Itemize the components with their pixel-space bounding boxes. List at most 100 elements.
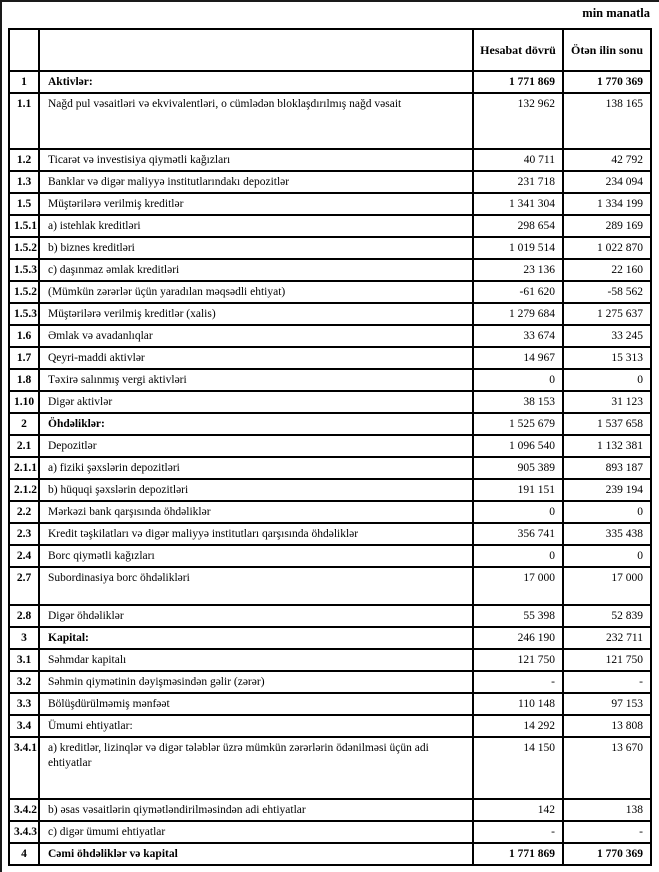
prior-period-cell: 1 334 199 <box>562 192 652 216</box>
prior-period-cell: - <box>562 670 652 694</box>
current-period-cell: 1 279 684 <box>472 302 564 326</box>
row-number-cell: 2.7 <box>8 566 40 606</box>
description-cell: b) hüquqi şəxslərin depozitləri <box>38 478 474 502</box>
table-row: 1.5.3 Müştərilərə verilmiş kreditlər (xal… <box>8 302 652 326</box>
prior-period-cell: 52 839 <box>562 604 652 628</box>
table-row: 1.5.2 (Mümkün zərərlər üçün yaradılan məq… <box>8 280 652 304</box>
row-number-cell: 1.1 <box>8 92 40 150</box>
prior-period-cell: 33 245 <box>562 324 652 348</box>
row-number-cell: 1.6 <box>8 324 40 348</box>
current-period-cell: 17 000 <box>472 566 564 606</box>
prior-period-cell: 138 165 <box>562 92 652 150</box>
current-period-cell: 23 136 <box>472 258 564 282</box>
prior-period-cell: 1 770 369 <box>562 70 652 94</box>
row-number-cell: 3.4.1 <box>8 736 40 800</box>
description-cell: Ümumi ehtiyatlar: <box>38 714 474 738</box>
row-number-cell: 3.2 <box>8 670 40 694</box>
row-number-cell: 4 <box>8 842 40 866</box>
current-period-cell: 1 019 514 <box>472 236 564 260</box>
row-number-cell: 1.5.1 <box>8 214 40 238</box>
prior-period-cell: 893 187 <box>562 456 652 480</box>
current-period-cell: 110 148 <box>472 692 564 716</box>
row-number-cell: 3.4.2 <box>8 798 40 822</box>
table-header: Hesabat dövrü Ötən ilin sonu <box>8 28 652 72</box>
row-number-cell: 1.8 <box>8 368 40 392</box>
description-cell: b) əsas vəsaitlərin qiymətləndirilməsind… <box>38 798 474 822</box>
prior-period-cell: 239 194 <box>562 478 652 502</box>
row-number-cell: 1.5 <box>8 192 40 216</box>
current-period-cell: 356 741 <box>472 522 564 546</box>
table-row: 2.7 Subordinasiya borc öhdəlikləri 17 000 1… <box>8 566 652 606</box>
description-cell: Subordinasiya borc öhdəlikləri <box>38 566 474 606</box>
row-number-cell: 2 <box>8 412 40 436</box>
table-row: 3 Kapital: 246 190 232 711 <box>8 626 652 650</box>
description-cell: Digər öhdəliklər <box>38 604 474 628</box>
table-row: 1.3 Banklar və digər maliyyə institutları… <box>8 170 652 194</box>
prior-period-cell: 138 <box>562 798 652 822</box>
description-cell: Əmlak və avadanlıqlar <box>38 324 474 348</box>
prior-period-cell: -58 562 <box>562 280 652 304</box>
description-cell: Mərkəzi bank qarşısında öhdəliklər <box>38 500 474 524</box>
current-period-cell: - <box>472 670 564 694</box>
prior-period-cell: 289 169 <box>562 214 652 238</box>
row-number-cell: 2.1.2 <box>8 478 40 502</box>
current-period-cell: 40 711 <box>472 148 564 172</box>
table-row: 1.8 Təxirə salınmış vergi aktivləri 0 0 <box>8 368 652 392</box>
row-number-cell: 3 <box>8 626 40 650</box>
description-cell: Depozitlər <box>38 434 474 458</box>
prior-period-cell: 335 438 <box>562 522 652 546</box>
prior-period-cell: 42 792 <box>562 148 652 172</box>
row-number-cell: 3.4 <box>8 714 40 738</box>
table-row: 4 Cəmi öhdəliklər və kapital 1 771 869 1 77… <box>8 842 652 866</box>
description-cell: Müştərilərə verilmiş kreditlər (xalis) <box>38 302 474 326</box>
current-period-cell: 142 <box>472 798 564 822</box>
description-cell: Kredit təşkilatları və digər maliyyə ins… <box>38 522 474 546</box>
table-row: 1.6 Əmlak və avadanlıqlar 33 674 33 245 <box>8 324 652 348</box>
row-number-cell: 2.8 <box>8 604 40 628</box>
prior-period-cell: 0 <box>562 500 652 524</box>
row-number-cell: 1.3 <box>8 170 40 194</box>
current-period-cell: 1 525 679 <box>472 412 564 436</box>
units-note: min manatla <box>582 6 650 20</box>
table-row: 1.5.1 a) istehlak kreditləri 298 654 289 16… <box>8 214 652 238</box>
table-row: 3.3 Bölüşdürülməmiş mənfəət 110 148 97 153 <box>8 692 652 716</box>
prior-period-cell: 13 670 <box>562 736 652 800</box>
description-cell: a) fiziki şəxslərin depozitləri <box>38 456 474 480</box>
table-row: 2.2 Mərkəzi bank qarşısında öhdəliklər 0 0 <box>8 500 652 524</box>
row-number-cell: 2.4 <box>8 544 40 568</box>
table-row: 1.10 Digər aktivlər 38 153 31 123 <box>8 390 652 414</box>
table-row: 1.1 Nağd pul vəsaitləri və ekvivalentləri… <box>8 92 652 150</box>
row-number-cell: 2.2 <box>8 500 40 524</box>
description-cell: a) kreditlər, lizinqlər və digər tələblə… <box>38 736 474 800</box>
description-cell: Ticarət və investisiya qiymətli kağızlar… <box>38 148 474 172</box>
table-row: 2.8 Digər öhdəliklər 55 398 52 839 <box>8 604 652 628</box>
current-period-cell: 905 389 <box>472 456 564 480</box>
row-number-cell: 3.1 <box>8 648 40 672</box>
current-period-cell: 14 150 <box>472 736 564 800</box>
prior-period-cell: 13 808 <box>562 714 652 738</box>
current-period-cell: 14 967 <box>472 346 564 370</box>
table-row: 1.5.3 c) daşınmaz əmlak kreditləri 23 136 2… <box>8 258 652 282</box>
table-row: 2.1 Depozitlər 1 096 540 1 132 381 <box>8 434 652 458</box>
prior-period-cell: 1 537 658 <box>562 412 652 436</box>
prior-period-cell: 17 000 <box>562 566 652 606</box>
current-period-cell: 14 292 <box>472 714 564 738</box>
current-period-cell: 1 341 304 <box>472 192 564 216</box>
prior-period-cell: 1 770 369 <box>562 842 652 866</box>
current-period-cell: 191 151 <box>472 478 564 502</box>
current-period-cell: 38 153 <box>472 390 564 414</box>
description-cell: Öhdəliklər: <box>38 412 474 436</box>
row-number-cell: 2.3 <box>8 522 40 546</box>
description-cell: Təxirə salınmış vergi aktivləri <box>38 368 474 392</box>
balance-sheet-table: Hesabat dövrü Ötən ilin sonu 1 Aktivlər: 1… <box>8 28 652 866</box>
current-period-cell: -61 620 <box>472 280 564 304</box>
row-number-cell: 1.7 <box>8 346 40 370</box>
description-cell: Aktivlər: <box>38 70 474 94</box>
current-period-cell: 298 654 <box>472 214 564 238</box>
table-row: 2.3 Kredit təşkilatları və digər maliyyə … <box>8 522 652 546</box>
prior-period-cell: 31 123 <box>562 390 652 414</box>
table-row: 1.7 Qeyri-maddi aktivlər 14 967 15 313 <box>8 346 652 370</box>
current-period-cell: 33 674 <box>472 324 564 348</box>
current-period-cell: - <box>472 820 564 844</box>
description-cell: Kapital: <box>38 626 474 650</box>
